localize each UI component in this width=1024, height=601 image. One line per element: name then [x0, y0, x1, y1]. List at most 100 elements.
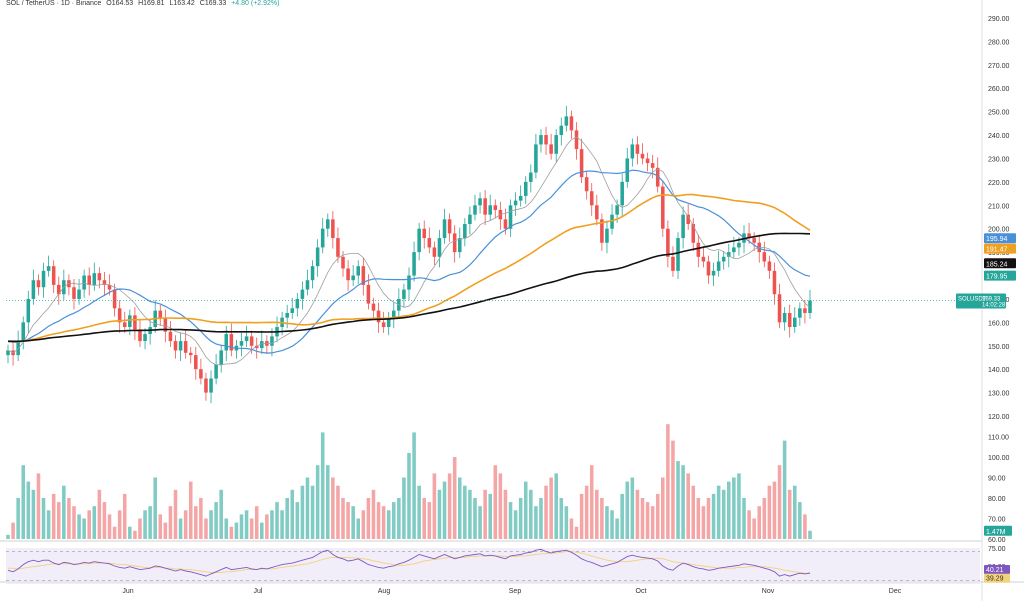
candle-body	[716, 261, 721, 271]
candle-body	[341, 256, 345, 269]
volume-bar	[46, 510, 51, 539]
volume-bar	[691, 485, 696, 539]
candle-body	[650, 163, 655, 168]
candle-body	[747, 233, 751, 239]
volume-bar	[681, 465, 685, 539]
candle-body	[133, 315, 137, 330]
volume-bar	[305, 477, 310, 539]
volume-bar	[320, 432, 325, 539]
candle-body	[128, 315, 132, 328]
price-label-text: 195.94	[986, 236, 1008, 243]
candle-body	[457, 238, 462, 253]
candle-body	[46, 266, 51, 271]
volume-bar	[295, 502, 300, 539]
candle-body	[610, 214, 614, 229]
volume-bar	[437, 489, 442, 539]
volume-bar	[128, 526, 132, 539]
volume-bar	[676, 461, 680, 539]
candle-body	[564, 116, 569, 126]
candle-body	[163, 317, 168, 332]
volume-bar	[117, 510, 122, 539]
ohlc-change: +4.80 (+2.92%)	[231, 0, 280, 7]
candle-body	[463, 224, 467, 239]
volume-bar	[757, 506, 762, 539]
price-label-box	[984, 270, 1016, 281]
volume-bar	[534, 506, 538, 539]
volume-bar	[386, 510, 391, 539]
price-tick-label: 130.00	[988, 391, 1010, 398]
volume-bar	[397, 498, 401, 539]
ohlc-low: L163.42	[169, 0, 195, 7]
volume-bar	[686, 473, 690, 539]
price-tick-label: 150.00	[988, 344, 1010, 351]
candle-body	[249, 336, 254, 346]
candle-body	[56, 284, 61, 295]
volume-bar	[391, 502, 396, 539]
volume-bar	[716, 485, 721, 539]
volume-bar	[767, 485, 772, 539]
candle-body	[782, 312, 787, 323]
time-tick-label: Sep	[509, 588, 522, 595]
volume-bar	[742, 498, 746, 539]
volume-bar	[549, 477, 553, 539]
volume-bar	[315, 465, 320, 539]
volume-bar	[97, 489, 102, 539]
candle-body	[732, 247, 736, 253]
candle-body	[51, 266, 56, 285]
candle-body	[544, 135, 548, 145]
candle-body	[645, 158, 650, 164]
candle-body	[595, 205, 599, 220]
candle-body	[92, 273, 97, 285]
candle-body	[772, 270, 777, 295]
volume-bar	[640, 498, 645, 539]
volume-bar	[620, 493, 624, 539]
volume-bar	[310, 485, 315, 539]
candle-body	[518, 195, 523, 201]
candle-body	[320, 228, 325, 248]
candle-body	[437, 238, 442, 257]
volume-bar	[158, 514, 163, 539]
rsi-label-box	[984, 573, 1010, 583]
volume-bar	[544, 485, 548, 539]
candle-body	[508, 205, 513, 229]
volume-bar	[87, 510, 91, 539]
candle-body	[503, 219, 508, 229]
volume-bar	[346, 502, 350, 539]
ma-orange-line	[7, 193, 811, 343]
volume-bar	[92, 506, 97, 539]
candle-body	[432, 247, 437, 257]
volume-bar	[26, 481, 31, 539]
volume-tick-label: 110.00	[988, 435, 1009, 442]
candle-body	[158, 310, 163, 318]
candle-body	[381, 322, 386, 328]
candle-body	[635, 144, 640, 154]
candle-body	[534, 144, 538, 173]
volume-bar	[503, 489, 508, 539]
volume-bar	[412, 432, 416, 539]
volume-bar	[270, 510, 274, 539]
volume-bar	[422, 498, 427, 539]
volume-bar	[82, 518, 86, 539]
volume-bar	[16, 498, 20, 539]
candle-body	[473, 205, 477, 215]
volume-bar	[727, 481, 731, 539]
candle-body	[620, 181, 624, 206]
volume-bar	[483, 489, 487, 539]
volume-bar	[655, 493, 660, 539]
volume-bar	[650, 506, 655, 539]
candle-body	[290, 308, 295, 313]
volume-bar	[559, 498, 564, 539]
rsi-line	[7, 548, 811, 577]
symbol-title[interactable]: SOL / TetherUS · 1D · Binance	[6, 0, 102, 7]
candle-body	[523, 181, 528, 196]
volume-bar	[625, 481, 630, 539]
price-label-box	[984, 243, 1016, 254]
price-tick-label: 250.00	[988, 110, 1010, 117]
candle-body	[721, 256, 726, 262]
volume-bar	[488, 493, 492, 539]
candle-body	[209, 378, 213, 393]
ma-black-line	[7, 232, 811, 343]
volume-bar	[407, 452, 411, 539]
candle-body	[173, 341, 178, 351]
